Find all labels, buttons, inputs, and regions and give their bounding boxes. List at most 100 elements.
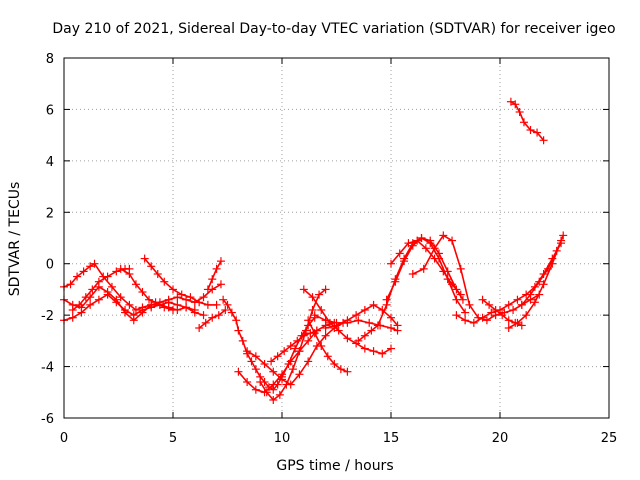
data-point bbox=[304, 316, 313, 325]
series-arc20 bbox=[387, 236, 465, 299]
data-point bbox=[413, 236, 422, 245]
data-point bbox=[367, 326, 376, 335]
data-point bbox=[147, 262, 156, 271]
data-point bbox=[485, 300, 494, 309]
data-point bbox=[504, 300, 513, 309]
data-point bbox=[112, 298, 121, 307]
data-point bbox=[517, 321, 526, 330]
data-point bbox=[452, 311, 461, 320]
data-point bbox=[212, 300, 221, 309]
data-point bbox=[90, 259, 99, 268]
data-point bbox=[430, 254, 439, 263]
data-point bbox=[278, 375, 286, 384]
y-tick-label: 2 bbox=[46, 206, 54, 221]
data-point bbox=[169, 306, 177, 314]
data-point bbox=[66, 280, 75, 289]
data-point bbox=[293, 336, 302, 345]
data-point bbox=[456, 264, 465, 273]
data-point bbox=[262, 388, 271, 397]
data-point bbox=[208, 313, 217, 322]
series-arc8 bbox=[203, 257, 225, 294]
data-point bbox=[203, 285, 212, 294]
data-point bbox=[506, 97, 515, 106]
data-point bbox=[103, 272, 112, 281]
data-point bbox=[360, 331, 369, 340]
data-point bbox=[269, 380, 278, 389]
data-point bbox=[147, 303, 156, 312]
data-point bbox=[203, 300, 212, 309]
data-point bbox=[426, 236, 435, 245]
data-point bbox=[417, 234, 426, 242]
series-arc18 bbox=[354, 234, 470, 345]
data-point bbox=[317, 306, 326, 314]
data-point bbox=[116, 264, 125, 273]
series-arc13 bbox=[267, 326, 321, 366]
data-point bbox=[304, 336, 313, 345]
data-point bbox=[369, 347, 378, 356]
data-point bbox=[513, 295, 522, 304]
data-point bbox=[408, 270, 417, 278]
data-point bbox=[214, 311, 223, 320]
data-point bbox=[365, 318, 374, 327]
x-tick-label: 10 bbox=[274, 431, 291, 446]
data-point bbox=[387, 259, 395, 268]
data-point bbox=[169, 285, 177, 294]
data-point bbox=[439, 267, 448, 276]
data-point bbox=[251, 385, 260, 394]
series-arc23 bbox=[478, 295, 526, 330]
data-point bbox=[395, 249, 404, 258]
data-point bbox=[153, 270, 162, 278]
data-point bbox=[251, 352, 260, 361]
data-point bbox=[334, 326, 343, 335]
series-arc21 bbox=[408, 231, 544, 325]
series-arc25 bbox=[517, 231, 568, 309]
series-arc11 bbox=[243, 318, 348, 389]
data-point bbox=[221, 306, 230, 314]
data-point bbox=[515, 108, 524, 116]
y-tick-label: -4 bbox=[41, 361, 54, 376]
data-point bbox=[343, 367, 352, 376]
data-point bbox=[504, 324, 513, 332]
data-point bbox=[68, 306, 77, 314]
data-point bbox=[121, 306, 130, 314]
data-point bbox=[112, 267, 121, 276]
data-point bbox=[321, 331, 330, 340]
data-point bbox=[559, 231, 568, 240]
data-point bbox=[125, 300, 134, 309]
data-point bbox=[232, 316, 241, 325]
y-tick-label: 0 bbox=[46, 258, 54, 273]
series-arc3 bbox=[60, 290, 199, 325]
data-point bbox=[86, 262, 95, 271]
data-point bbox=[140, 254, 149, 263]
series-arc4 bbox=[68, 264, 134, 314]
series-arc6 bbox=[140, 254, 221, 309]
data-point bbox=[352, 311, 361, 320]
data-point bbox=[145, 295, 154, 304]
data-point bbox=[408, 241, 417, 250]
data-point bbox=[243, 378, 252, 386]
series-arc14 bbox=[304, 316, 352, 376]
data-point bbox=[199, 311, 208, 320]
data-point bbox=[286, 342, 295, 350]
data-point bbox=[260, 360, 269, 368]
data-point bbox=[469, 318, 478, 327]
data-point bbox=[552, 246, 561, 255]
data-point bbox=[151, 298, 160, 307]
data-point bbox=[491, 306, 500, 314]
data-point bbox=[160, 277, 169, 286]
data-point bbox=[343, 316, 352, 325]
y-tick-label: 6 bbox=[46, 103, 54, 118]
data-point bbox=[173, 293, 182, 302]
data-point bbox=[378, 349, 387, 358]
data-point bbox=[373, 321, 382, 330]
data-point bbox=[234, 367, 243, 376]
data-point bbox=[448, 236, 457, 245]
data-point bbox=[288, 365, 297, 374]
data-point bbox=[295, 370, 304, 379]
data-point bbox=[275, 390, 284, 399]
data-point bbox=[138, 288, 147, 296]
data-point bbox=[186, 293, 195, 302]
data-point bbox=[81, 293, 90, 302]
series-line bbox=[63, 262, 222, 311]
data-point bbox=[301, 326, 310, 335]
